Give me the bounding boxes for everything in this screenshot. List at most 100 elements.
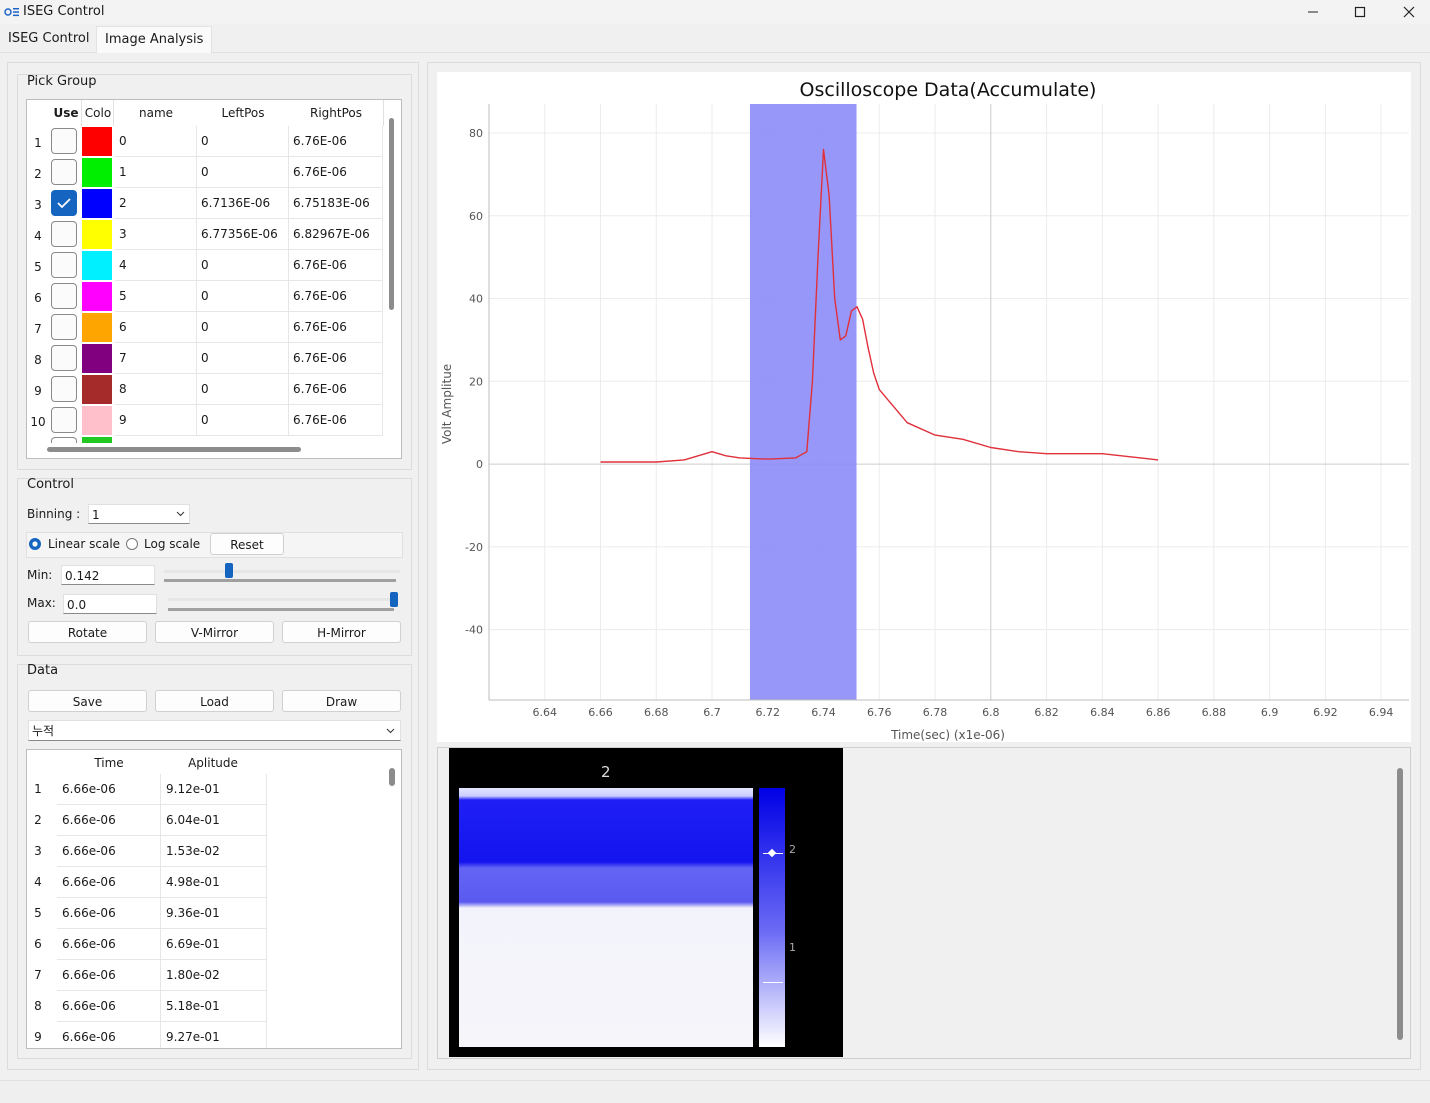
time-cell[interactable]: 6.66e-06	[57, 867, 161, 898]
h-mirror-button[interactable]: H-Mirror	[282, 621, 401, 643]
amplitude-cell[interactable]: 9.27e-01	[161, 1022, 267, 1048]
min-slider-handle[interactable]	[224, 563, 233, 578]
binning-select[interactable]: 1	[88, 504, 190, 524]
leftpos-cell[interactable]: 0	[197, 374, 289, 405]
color-swatch[interactable]	[82, 189, 112, 218]
time-cell[interactable]: 6.66e-06	[57, 805, 161, 836]
max-slider-handle[interactable]	[390, 592, 398, 607]
tab-iseg-control[interactable]: ISEG Control	[8, 31, 90, 46]
color-swatch[interactable]	[82, 127, 112, 156]
use-checkbox[interactable]	[51, 283, 77, 309]
column-header-rightpos[interactable]: RightPos	[289, 100, 384, 126]
v-mirror-button[interactable]: V-Mirror	[155, 621, 274, 643]
leftpos-cell[interactable]: 0	[197, 281, 289, 312]
close-button[interactable]	[1386, 0, 1430, 24]
color-swatch[interactable]	[82, 282, 112, 311]
amplitude-cell[interactable]: 9.12e-01	[161, 774, 267, 805]
color-swatch[interactable]	[82, 158, 112, 187]
max-input[interactable]: 0.0	[63, 594, 157, 614]
log-scale-radio[interactable]	[125, 537, 139, 551]
rightpos-cell[interactable]: 6.76E-06	[289, 281, 383, 312]
name-cell[interactable]: 2	[115, 188, 197, 219]
use-checkbox[interactable]	[51, 190, 77, 216]
rightpos-cell[interactable]: 6.76E-06	[289, 157, 383, 188]
leftpos-cell[interactable]: 0	[197, 312, 289, 343]
name-cell[interactable]: 8	[115, 374, 197, 405]
use-checkbox[interactable]	[51, 252, 77, 278]
rightpos-cell[interactable]: 6.75183E-06	[289, 188, 383, 219]
leftpos-cell[interactable]: 0	[197, 405, 289, 436]
rightpos-cell[interactable]: 6.76E-06	[289, 250, 383, 281]
leftpos-cell[interactable]: 0	[197, 157, 289, 188]
leftpos-cell[interactable]: 0	[197, 126, 289, 157]
name-cell[interactable]: 1	[115, 157, 197, 188]
amplitude-cell[interactable]: 1.53e-02	[161, 836, 267, 867]
highlight-region[interactable]	[749, 104, 857, 700]
image-preview-vscrollbar[interactable]	[1397, 768, 1403, 1040]
leftpos-cell[interactable]: 6.7136E-06	[197, 188, 289, 219]
rightpos-cell[interactable]: 6.76E-06	[289, 343, 383, 374]
column-header-use[interactable]: Use	[51, 100, 82, 126]
use-checkbox[interactable]	[51, 376, 77, 402]
time-cell[interactable]: 6.66e-06	[57, 991, 161, 1022]
draw-button[interactable]: Draw	[282, 690, 401, 712]
load-button[interactable]: Load	[155, 690, 274, 712]
save-button[interactable]: Save	[28, 690, 147, 712]
amplitude-cell[interactable]: 1.80e-02	[161, 960, 267, 991]
column-header-aplitude[interactable]: Aplitude	[161, 750, 265, 776]
time-cell[interactable]: 6.66e-06	[57, 1022, 161, 1048]
time-cell[interactable]: 6.66e-06	[57, 774, 161, 805]
color-swatch[interactable]	[82, 344, 112, 373]
name-cell[interactable]: 7	[115, 343, 197, 374]
color-swatch[interactable]	[82, 375, 112, 404]
amplitude-cell[interactable]: 9.36e-01	[161, 898, 267, 929]
reset-button[interactable]: Reset	[210, 533, 284, 555]
color-swatch[interactable]	[82, 251, 112, 280]
use-checkbox[interactable]	[51, 314, 77, 340]
leftpos-cell[interactable]: 0	[197, 343, 289, 374]
leftpos-cell[interactable]: 0	[197, 250, 289, 281]
min-input[interactable]: 0.142	[61, 565, 155, 585]
column-header-leftpos[interactable]: LeftPos	[197, 100, 290, 126]
amplitude-cell[interactable]: 6.69e-01	[161, 929, 267, 960]
use-checkbox[interactable]	[51, 345, 77, 371]
rightpos-cell[interactable]: 6.76E-06	[289, 374, 383, 405]
name-cell[interactable]: 5	[115, 281, 197, 312]
tab-image-analysis[interactable]: Image Analysis	[96, 26, 213, 53]
rightpos-cell[interactable]: 6.76E-06	[289, 126, 383, 157]
amplitude-cell[interactable]: 6.04e-01	[161, 805, 267, 836]
min-slider-track[interactable]	[164, 579, 396, 582]
amplitude-cell[interactable]: 5.18e-01	[161, 991, 267, 1022]
name-cell[interactable]: 3	[115, 219, 197, 250]
color-swatch[interactable]	[82, 313, 112, 342]
max-slider-track[interactable]	[168, 608, 394, 611]
maximize-button[interactable]	[1337, 0, 1383, 24]
column-header-name[interactable]: name	[115, 100, 198, 126]
name-cell[interactable]: 9	[115, 405, 197, 436]
pick-table-hscrollbar[interactable]	[47, 447, 301, 452]
use-checkbox[interactable]	[51, 128, 77, 154]
rotate-button[interactable]: Rotate	[28, 621, 147, 643]
name-cell[interactable]: 6	[115, 312, 197, 343]
name-cell[interactable]: 4	[115, 250, 197, 281]
leftpos-cell[interactable]: 6.77356E-06	[197, 219, 289, 250]
time-cell[interactable]: 6.66e-06	[57, 836, 161, 867]
time-cell[interactable]: 6.66e-06	[57, 960, 161, 991]
use-checkbox[interactable]	[51, 159, 77, 185]
pick-table-vscrollbar[interactable]	[389, 118, 394, 310]
data-mode-select[interactable]: 누적	[28, 720, 401, 741]
linear-scale-radio[interactable]	[28, 537, 42, 551]
minimize-button[interactable]	[1290, 0, 1336, 24]
data-table-vscrollbar[interactable]	[389, 768, 395, 786]
column-header-time[interactable]: Time	[57, 750, 161, 776]
time-cell[interactable]: 6.66e-06	[57, 898, 161, 929]
rightpos-cell[interactable]: 6.76E-06	[289, 405, 383, 436]
rightpos-cell[interactable]: 6.82967E-06	[289, 219, 383, 250]
amplitude-cell[interactable]: 4.98e-01	[161, 867, 267, 898]
rightpos-cell[interactable]: 6.76E-06	[289, 312, 383, 343]
use-checkbox[interactable]	[51, 221, 77, 247]
name-cell[interactable]: 0	[115, 126, 197, 157]
time-cell[interactable]: 6.66e-06	[57, 929, 161, 960]
column-header-color[interactable]: Colo	[83, 100, 114, 126]
color-swatch[interactable]	[82, 406, 112, 435]
